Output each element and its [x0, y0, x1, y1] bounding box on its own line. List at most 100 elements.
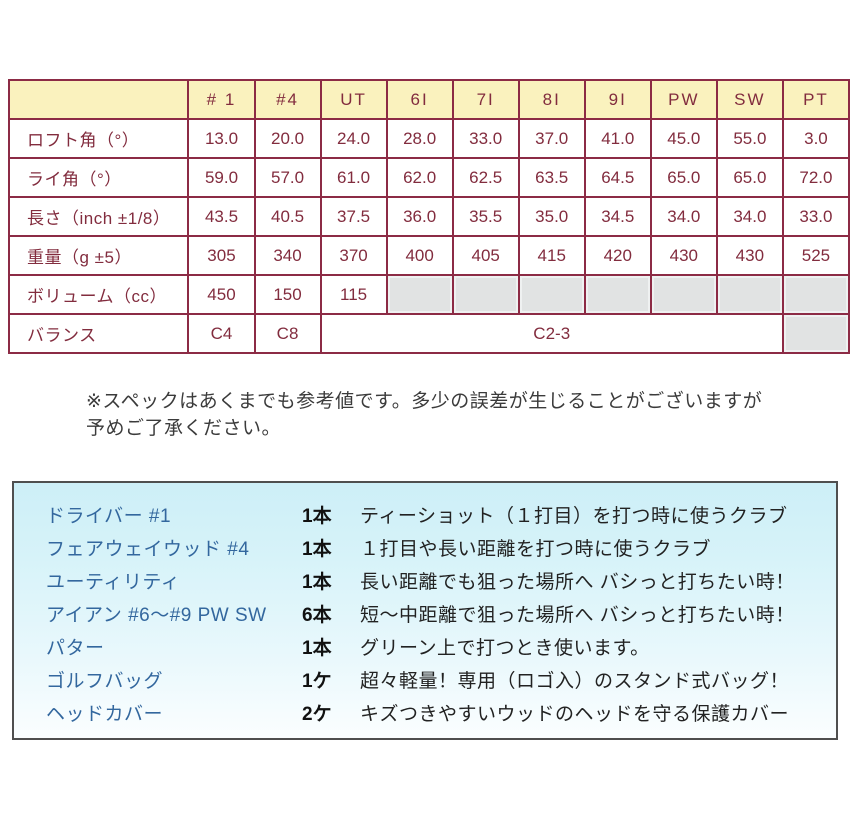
set-row: フェアウェイウッド #4 1本 １打目や長い距離を打つ時に使うクラブ: [14, 531, 836, 564]
spec-cell: C8: [253, 313, 322, 354]
spec-note-line2: 予めご了承ください。: [86, 418, 282, 439]
set-item-name: ゴルフバッグ: [46, 671, 164, 692]
spec-row-label: ライ角（°）: [7, 157, 190, 198]
spec-cell: 430: [715, 235, 784, 276]
spec-cell: 35.5: [451, 196, 520, 237]
spec-cell: 40.5: [253, 196, 322, 237]
spec-cell: 3.0: [781, 118, 850, 159]
spec-cell: 37.5: [319, 196, 388, 237]
spec-cell: 430: [649, 235, 718, 276]
set-item-count: 2ケ: [302, 704, 332, 725]
spec-cell: 34.5: [583, 196, 652, 237]
spec-cell: 45.0: [649, 118, 718, 159]
spec-col-header: #4: [253, 79, 322, 120]
spec-cell: 61.0: [319, 157, 388, 198]
set-item-name: アイアン #6〜#9 PW SW: [46, 605, 267, 626]
spec-col-header: SW: [715, 79, 784, 120]
set-item-desc: 超々軽量！専用（ロゴ入）のスタンド式バッグ！: [360, 671, 790, 692]
set-contents-box: ドライバー #1 1本 ティーショット（１打目）を打つ時に使うクラブフェアウェイウッ…: [12, 481, 838, 740]
set-contents-list: ドライバー #1 1本 ティーショット（１打目）を打つ時に使うクラブフェアウェイウッ…: [14, 498, 836, 729]
spec-row: ライ角（°） 59.0 57.0 61.0 62.0 62.5 63.5 64.5 65.0 65…: [7, 157, 850, 198]
spec-row-label: バランス: [7, 313, 190, 354]
spec-col-header: 8I: [517, 79, 586, 120]
spec-col-header: PW: [649, 79, 718, 120]
spec-cell: 35.0: [517, 196, 586, 237]
spec-col-header: 6I: [385, 79, 454, 120]
spec-cell-empty: [583, 274, 652, 315]
spec-col-header: UT: [319, 79, 388, 120]
spec-col-header: # 1: [187, 79, 256, 120]
spec-cell-empty: [451, 274, 520, 315]
spec-corner-cell: [7, 79, 190, 120]
set-row: パター 1本 グリーン上で打つとき使います。: [14, 630, 836, 663]
spec-cell: 450: [187, 274, 256, 315]
spec-row: ロフト角（°） 13.0 20.0 24.0 28.0 33.0 37.0 41.0 45.0 5…: [7, 118, 850, 159]
spec-cell: 64.5: [583, 157, 652, 198]
spec-cell-empty: [649, 274, 718, 315]
spec-cell: 28.0: [385, 118, 454, 159]
set-item-desc: 短〜中距離で狙った場所へ バシっと打ちたい時！: [360, 605, 795, 626]
spec-cell: 20.0: [253, 118, 322, 159]
spec-cell: C4: [187, 313, 256, 354]
set-item-count: 1本: [302, 506, 332, 527]
spec-note-line1: ※スペックはあくまでも参考値です。多少の誤差が生じることがございますが: [86, 391, 763, 412]
spec-row: バランス C4 C8 C2-3: [7, 313, 850, 354]
set-item-desc: グリーン上で打つとき使います。: [360, 638, 650, 659]
set-item-name: パター: [46, 638, 105, 659]
set-item-desc: キズつきやすいウッドのヘッドを守る保護カバー: [360, 704, 790, 725]
spec-row: 重量（g ±5） 305 340 370 400 405 415 420 430 430 525: [7, 235, 850, 276]
spec-cell: 115: [319, 274, 388, 315]
spec-cell: 59.0: [187, 157, 256, 198]
set-row: ヘッドカバー 2ケ キズつきやすいウッドのヘッドを守る保護カバー: [14, 696, 836, 729]
spec-cell: 55.0: [715, 118, 784, 159]
set-item-count: 1ケ: [302, 671, 332, 692]
spec-cell: 13.0: [187, 118, 256, 159]
spec-head-row: # 1 #4 UT 6I 7I 8I 9I PW SW PT: [7, 79, 850, 120]
set-item-desc: ティーショット（１打目）を打つ時に使うクラブ: [360, 506, 788, 527]
spec-cell: 65.0: [715, 157, 784, 198]
spec-col-header: 7I: [451, 79, 520, 120]
spec-cell: 34.0: [649, 196, 718, 237]
spec-cell: 41.0: [583, 118, 652, 159]
spec-cell: 62.0: [385, 157, 454, 198]
spec-row-label: 長さ（inch ±1/8）: [7, 196, 190, 237]
set-item-desc: 長い距離でも狙った場所へ バシっと打ちたい時！: [360, 572, 795, 593]
spec-cell: 150: [253, 274, 322, 315]
spec-row-label: ボリューム（cc）: [7, 274, 190, 315]
set-item-name: ヘッドカバー: [46, 704, 164, 725]
spec-table-body: ロフト角（°） 13.0 20.0 24.0 28.0 33.0 37.0 41.0 45.0 5…: [7, 118, 850, 354]
spec-cell: 33.0: [781, 196, 850, 237]
set-item-count: 1本: [302, 572, 332, 593]
spec-row: ボリューム（cc） 450 150 115: [7, 274, 850, 315]
set-item-count: 6本: [302, 605, 332, 626]
spec-col-header: PT: [781, 79, 850, 120]
spec-cell: C2-3: [319, 313, 784, 354]
spec-note: ※スペックはあくまでも参考値です。多少の誤差が生じることがございますが 予めご了…: [86, 388, 762, 442]
spec-cell-empty: [781, 313, 850, 354]
spec-cell: 37.0: [517, 118, 586, 159]
set-item-name: ユーティリティ: [46, 572, 181, 593]
set-item-name: ドライバー #1: [46, 506, 172, 527]
set-row: ドライバー #1 1本 ティーショット（１打目）を打つ時に使うクラブ: [14, 498, 836, 531]
spec-cell: 415: [517, 235, 586, 276]
spec-cell: 33.0: [451, 118, 520, 159]
spec-col-header: 9I: [583, 79, 652, 120]
spec-row-label: 重量（g ±5）: [7, 235, 190, 276]
set-item-count: 1本: [302, 638, 332, 659]
spec-cell-empty: [715, 274, 784, 315]
set-row: ゴルフバッグ 1ケ 超々軽量！専用（ロゴ入）のスタンド式バッグ！: [14, 663, 836, 696]
set-item-desc: １打目や長い距離を打つ時に使うクラブ: [360, 539, 712, 560]
spec-cell: 72.0: [781, 157, 850, 198]
spec-cell: 65.0: [649, 157, 718, 198]
spec-cell: 57.0: [253, 157, 322, 198]
spec-row: 長さ（inch ±1/8） 43.5 40.5 37.5 36.0 35.5 35.0 34.…: [7, 196, 850, 237]
spec-cell: 340: [253, 235, 322, 276]
spec-table: # 1 #4 UT 6I 7I 8I 9I PW SW PT ロフト角（°） 13.0 20.0 24.…: [7, 79, 850, 354]
set-row: ユーティリティ 1本 長い距離でも狙った場所へ バシっと打ちたい時！: [14, 564, 836, 597]
spec-cell: 525: [781, 235, 850, 276]
spec-row-label: ロフト角（°）: [7, 118, 190, 159]
spec-cell: 405: [451, 235, 520, 276]
spec-cell-empty: [385, 274, 454, 315]
spec-cell: 36.0: [385, 196, 454, 237]
spec-cell: 305: [187, 235, 256, 276]
